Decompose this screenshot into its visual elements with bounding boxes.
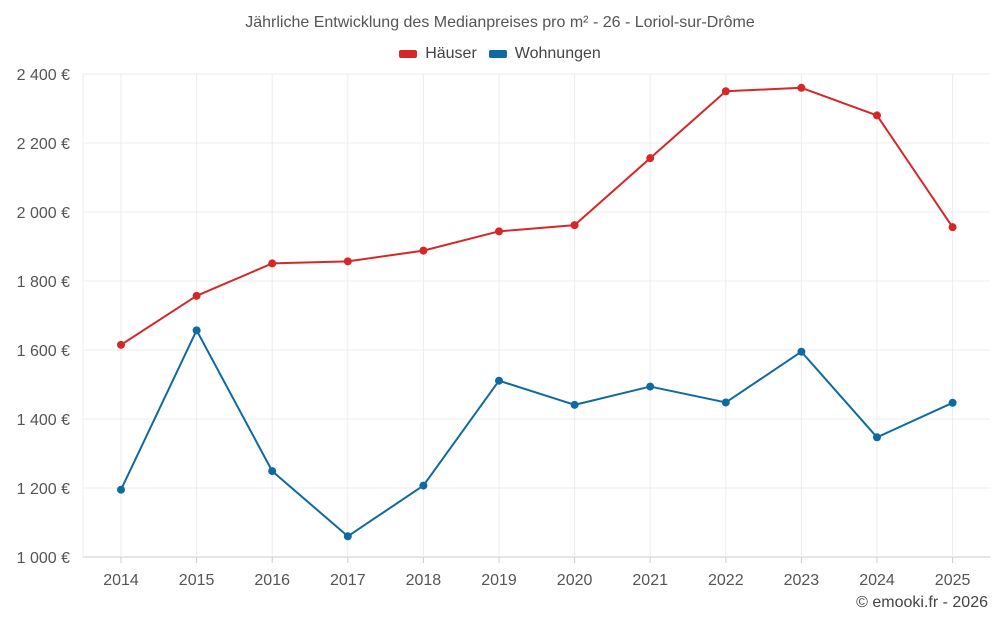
x-tick-label: 2025 xyxy=(935,572,971,589)
data-point-wohnungen[interactable] xyxy=(192,326,201,335)
data-point-haeuser[interactable] xyxy=(192,291,201,300)
y-tick-label: 2 000 € xyxy=(17,205,70,222)
y-tick-label: 1 000 € xyxy=(17,550,70,567)
data-point-haeuser[interactable] xyxy=(797,83,806,92)
y-tick-label: 1 200 € xyxy=(17,481,70,498)
data-point-wohnungen[interactable] xyxy=(948,398,957,407)
legend: Häuser Wohnungen xyxy=(0,45,1000,63)
x-tick-label: 2023 xyxy=(784,572,820,589)
data-point-haeuser[interactable] xyxy=(117,340,125,349)
y-tick-label: 1 400 € xyxy=(17,412,70,429)
data-point-haeuser[interactable] xyxy=(268,259,277,268)
y-tick-label: 1 800 € xyxy=(17,274,70,291)
y-tick-label: 2 400 € xyxy=(17,67,70,84)
data-point-haeuser[interactable] xyxy=(419,246,428,255)
legend-swatch-wohnungen xyxy=(488,50,507,58)
x-tick-label: 2020 xyxy=(557,572,593,589)
y-tick-label: 1 600 € xyxy=(17,343,70,360)
data-point-haeuser[interactable] xyxy=(495,227,503,236)
data-point-wohnungen[interactable] xyxy=(268,467,277,476)
legend-item-haeuser[interactable]: Häuser xyxy=(399,45,477,63)
series-line-wohnungen xyxy=(120,329,954,538)
x-tick-label: 2016 xyxy=(254,572,290,589)
series-line-haeuser xyxy=(120,86,954,346)
y-tick-label: 2 200 € xyxy=(17,136,70,153)
data-point-wohnungen[interactable] xyxy=(873,433,881,442)
data-point-haeuser[interactable] xyxy=(948,223,957,232)
x-tick-label: 2015 xyxy=(179,572,215,589)
data-point-haeuser[interactable] xyxy=(343,257,352,266)
data-point-wohnungen[interactable] xyxy=(797,347,806,356)
legend-label-wohnungen: Wohnungen xyxy=(514,45,601,62)
x-tick-label: 2014 xyxy=(103,572,139,589)
legend-item-wohnungen[interactable]: Wohnungen xyxy=(488,45,601,63)
data-point-wohnungen[interactable] xyxy=(570,400,579,409)
legend-swatch-haeuser xyxy=(399,50,418,58)
data-point-wohnungen[interactable] xyxy=(117,485,125,494)
data-point-wohnungen[interactable] xyxy=(495,376,503,385)
credit-text: © emooki.fr - 2026 xyxy=(856,594,988,611)
data-point-haeuser[interactable] xyxy=(721,87,730,96)
x-tick-label: 2022 xyxy=(708,572,744,589)
data-point-wohnungen[interactable] xyxy=(343,532,352,541)
x-tick-label: 2021 xyxy=(632,572,668,589)
data-point-haeuser[interactable] xyxy=(873,111,881,120)
data-point-wohnungen[interactable] xyxy=(646,382,655,391)
x-tick-label: 2019 xyxy=(481,572,517,589)
data-point-wohnungen[interactable] xyxy=(721,398,730,407)
x-tick-label: 2018 xyxy=(406,572,442,589)
chart-title: Jährliche Entwicklung des Medianpreises … xyxy=(245,14,755,31)
data-point-wohnungen[interactable] xyxy=(419,481,428,490)
data-point-haeuser[interactable] xyxy=(646,154,655,163)
x-tick-label: 2024 xyxy=(859,572,895,589)
legend-label-haeuser: Häuser xyxy=(425,45,477,62)
x-tick-label: 2017 xyxy=(330,572,366,589)
data-point-haeuser[interactable] xyxy=(570,221,579,230)
